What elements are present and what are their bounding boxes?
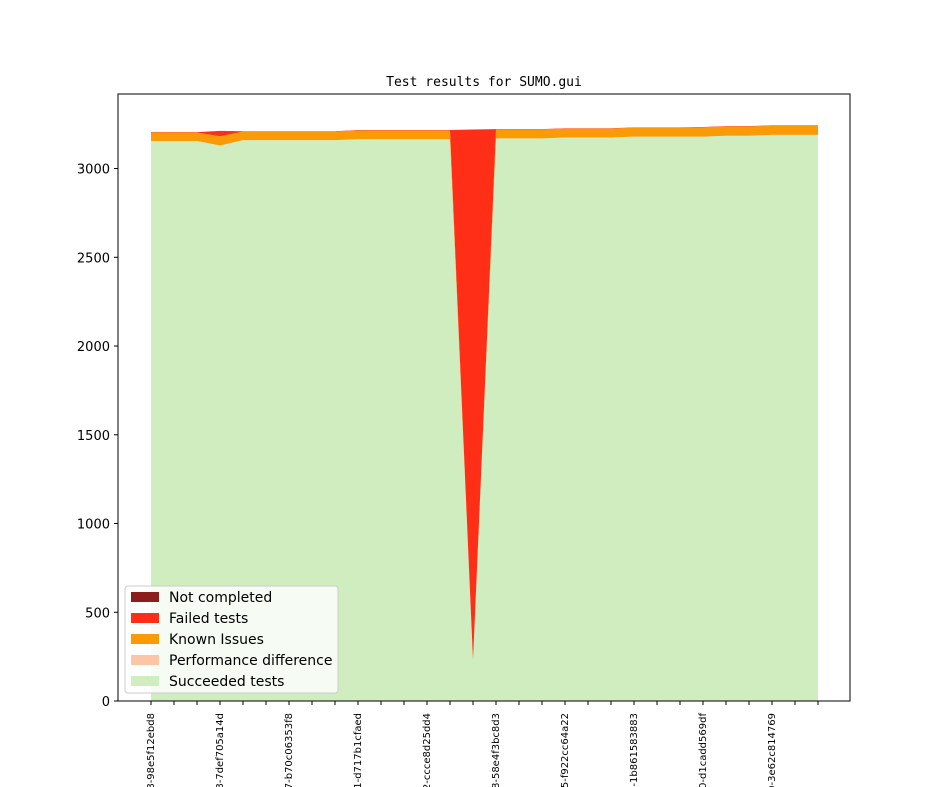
x-tick-label: 2-ccce8d25dd4 xyxy=(422,713,433,787)
legend: Not completed Failed tests Known Issues Per… xyxy=(124,585,339,694)
legend-box xyxy=(124,585,339,694)
area-failed-tests xyxy=(151,125,818,661)
x-tick-label: 8-98e5f12ebd8 xyxy=(146,713,157,787)
y-tick-label: 0 xyxy=(102,695,110,710)
y-tick-label: 1000 xyxy=(77,518,110,533)
legend-label-performance-difference: Performance difference xyxy=(169,653,332,669)
x-tick-label: 0-3e62c814769 xyxy=(767,713,778,787)
x-axis: 8-98e5f12ebd8 8-7def705a14d 7-b70c06353f8 1… xyxy=(146,701,819,787)
legend-label-failed-tests: Failed tests xyxy=(169,611,248,627)
x-tick-label: 7-b70c06353f8 xyxy=(284,713,295,787)
x-tick-label: 8-7def705a14d xyxy=(215,713,226,787)
y-tick-label: 2500 xyxy=(77,251,110,266)
area-succeeded-tests xyxy=(151,134,818,701)
y-tick-label: 3000 xyxy=(77,163,110,178)
x-tick-label: 0-d1cadd569df xyxy=(698,713,709,787)
legend-label-succeeded-tests: Succeeded tests xyxy=(169,674,284,690)
legend-swatch-known-issues xyxy=(131,634,159,644)
y-tick-label: 2000 xyxy=(77,340,110,355)
y-tick-label: 1500 xyxy=(77,429,110,444)
chart-title: Test results for SUMO.gui xyxy=(386,75,582,90)
legend-swatch-not-completed xyxy=(131,592,159,602)
y-axis: 0 500 1000 1500 2000 2500 3000 xyxy=(77,163,118,710)
y-tick-label: 500 xyxy=(85,606,110,621)
x-tick-label: 5-f922cc64a22 xyxy=(560,713,571,787)
x-tick-label: 1-d717b1cfaed xyxy=(353,713,364,787)
area-layers xyxy=(151,125,818,701)
legend-swatch-succeeded-tests xyxy=(131,676,159,686)
legend-label-known-issues: Known Issues xyxy=(169,632,264,648)
legend-label-not-completed: Not completed xyxy=(169,590,272,606)
legend-swatch-failed-tests xyxy=(131,613,159,623)
legend-swatch-performance-difference xyxy=(131,655,159,665)
plot-frame xyxy=(117,93,851,702)
x-tick-label: 5-1b861583883 xyxy=(629,713,640,787)
x-tick-label: 8-58e4f3bc8d3 xyxy=(491,713,502,787)
